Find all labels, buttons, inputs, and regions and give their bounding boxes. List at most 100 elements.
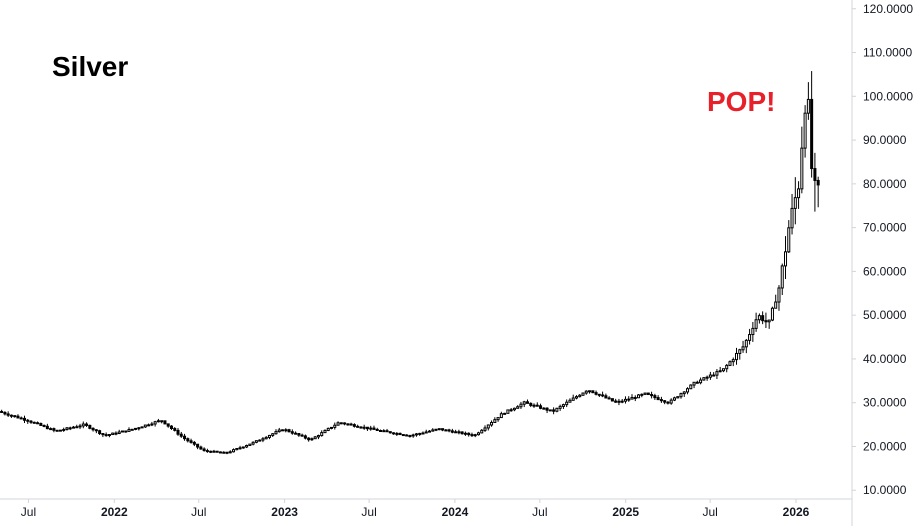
candle-body bbox=[424, 431, 428, 434]
candle-body bbox=[607, 397, 611, 400]
candle-body bbox=[663, 400, 667, 403]
candle-body bbox=[535, 404, 539, 407]
candle-body bbox=[594, 392, 598, 395]
candle-body bbox=[584, 390, 588, 394]
candle-body bbox=[81, 423, 85, 427]
candle-body bbox=[591, 390, 595, 394]
candle-body bbox=[16, 415, 20, 419]
x-tick-label: 2025 bbox=[612, 505, 639, 519]
candle-body bbox=[627, 398, 631, 401]
candle-body bbox=[150, 423, 154, 426]
candle-body bbox=[310, 438, 314, 441]
candle-body bbox=[36, 422, 40, 425]
candle-body bbox=[512, 407, 516, 411]
candle-body bbox=[189, 440, 193, 443]
candle-body bbox=[522, 401, 526, 405]
candle-body bbox=[160, 420, 164, 423]
candle-body bbox=[712, 374, 716, 377]
y-tick-label: 90.0000 bbox=[863, 133, 907, 147]
candle-body bbox=[686, 388, 690, 393]
candle-body bbox=[58, 429, 62, 432]
x-axis-ticks: Jul 2022 Jul 2023 Jul 2024 Jul 2025 Jul 2026 bbox=[21, 499, 810, 519]
candle-body bbox=[68, 427, 72, 430]
candle-body bbox=[787, 227, 791, 253]
candle-body bbox=[343, 422, 347, 425]
candle-body bbox=[506, 409, 510, 414]
candle-body bbox=[71, 426, 76, 429]
candle-body bbox=[258, 439, 262, 442]
candle-body bbox=[689, 384, 693, 390]
candle-body bbox=[78, 425, 82, 428]
candle-body bbox=[676, 396, 680, 399]
candle-body bbox=[797, 188, 801, 199]
candle-body bbox=[813, 168, 817, 181]
candle-body bbox=[320, 432, 324, 437]
candle-body bbox=[232, 449, 236, 453]
candle-body bbox=[365, 426, 369, 430]
candle-body bbox=[382, 430, 386, 433]
candle-body bbox=[444, 429, 448, 432]
candle-body bbox=[176, 429, 180, 435]
candle-body bbox=[793, 197, 797, 209]
candle-body bbox=[153, 421, 157, 425]
y-axis-ticks: 10.0000 20.0000 30.0000 40.0000 50.0000 60.00… bbox=[852, 2, 913, 497]
y-tick-label: 80.0000 bbox=[863, 177, 907, 191]
candle-body bbox=[75, 426, 79, 429]
candle-body bbox=[346, 423, 350, 426]
candle-body bbox=[241, 446, 245, 449]
candle-body bbox=[539, 405, 543, 409]
candle-body bbox=[653, 395, 657, 399]
candle-body bbox=[405, 434, 409, 437]
candle-body bbox=[323, 429, 327, 434]
y-tick-label: 30.0000 bbox=[863, 396, 907, 410]
candle-body bbox=[421, 432, 425, 435]
candle-body bbox=[601, 394, 605, 397]
candle-body bbox=[751, 327, 755, 336]
candle-body bbox=[137, 427, 141, 430]
candle-body bbox=[277, 429, 281, 433]
candle-body bbox=[486, 424, 490, 429]
candle-body bbox=[525, 401, 529, 404]
candle-body bbox=[414, 433, 418, 436]
candle-body bbox=[29, 420, 33, 423]
candle-body bbox=[640, 393, 644, 396]
candle-body bbox=[767, 319, 771, 323]
candle-body bbox=[679, 393, 683, 398]
candle-body bbox=[85, 423, 89, 426]
y-tick-label: 40.0000 bbox=[863, 352, 907, 366]
candle-body bbox=[777, 287, 781, 303]
candle-body bbox=[222, 451, 226, 454]
candle-body bbox=[117, 431, 121, 435]
candle-body bbox=[388, 431, 392, 434]
candle-body bbox=[509, 409, 513, 412]
candle-body bbox=[401, 434, 405, 437]
candle-body bbox=[209, 450, 213, 453]
candle-body bbox=[718, 370, 722, 373]
candle-body bbox=[199, 446, 203, 450]
candle-body bbox=[555, 407, 559, 412]
candle-body bbox=[529, 402, 533, 406]
candle-body bbox=[744, 339, 748, 348]
candle-body bbox=[803, 112, 807, 149]
candle-body bbox=[378, 429, 383, 432]
candle-body bbox=[467, 432, 471, 436]
candle-body bbox=[770, 307, 774, 321]
candle-body bbox=[287, 429, 291, 433]
candle-body bbox=[552, 409, 556, 412]
y-tick-label: 100.0000 bbox=[863, 89, 913, 103]
candle-body bbox=[111, 432, 115, 436]
y-tick-label: 110.0000 bbox=[863, 46, 912, 60]
candle-body bbox=[264, 436, 268, 440]
candle-body bbox=[166, 423, 170, 427]
candle-body bbox=[303, 435, 307, 439]
candle-body bbox=[450, 430, 454, 433]
candle-body bbox=[682, 391, 686, 395]
candle-body bbox=[215, 450, 219, 453]
x-tick-label: Jul bbox=[532, 505, 547, 519]
candle-body bbox=[499, 413, 503, 419]
y-tick-label: 60.0000 bbox=[863, 264, 907, 278]
candle-body bbox=[692, 381, 696, 386]
candle-body bbox=[731, 359, 735, 363]
candle-body bbox=[463, 432, 467, 435]
